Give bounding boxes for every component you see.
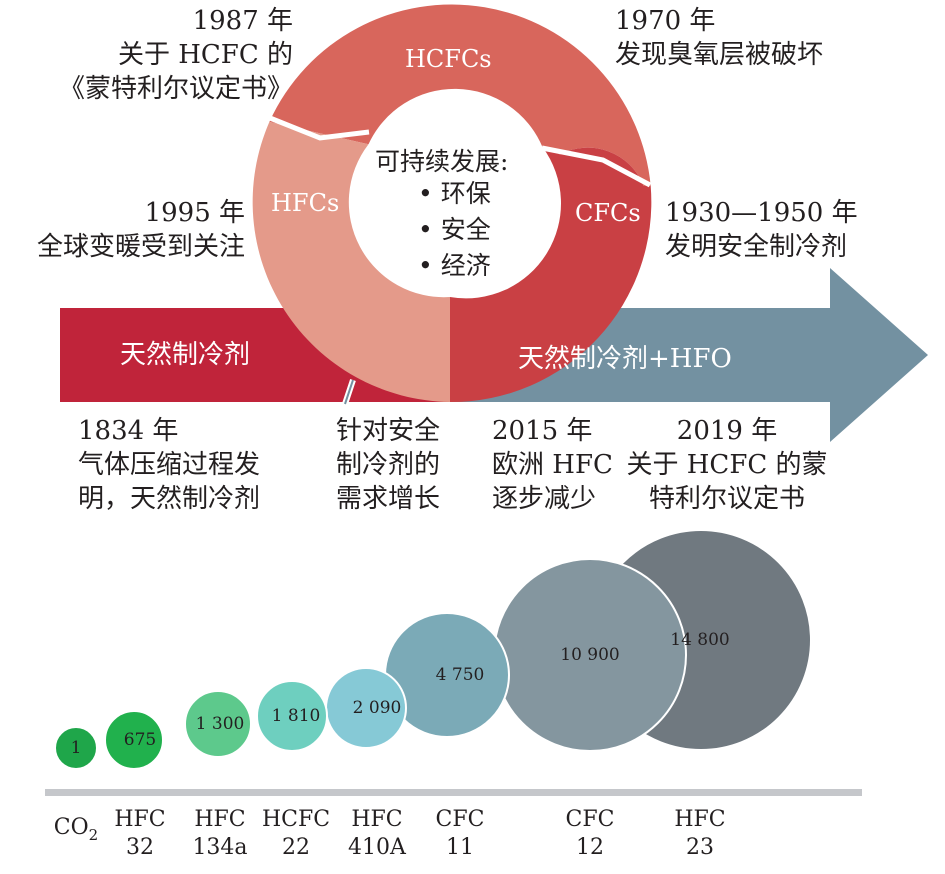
- gwp-bubble-hcfc-22: [256, 680, 328, 752]
- refrigerant-axis-label: HFC 134a: [192, 807, 248, 860]
- cfc-label: CFCs: [575, 199, 641, 227]
- gwp-value-label: 2 090: [352, 698, 402, 718]
- gwp-bubble-hfc-32: [104, 710, 164, 770]
- refrigerant-axis-label: HFC 410A: [348, 807, 406, 860]
- hcfc-label: HCFCs: [405, 45, 492, 73]
- ring-segment-cfc: [450, 146, 652, 403]
- annotation-1995: 1995 年 全球变暖受到关注: [36, 198, 245, 262]
- natural-refrigerant-label: 天然制冷剂: [120, 340, 251, 370]
- ring-center: [355, 107, 545, 297]
- refrigerant-axis-label: HFC 23: [674, 807, 726, 860]
- refrigerant-axis-label: HFC 32: [114, 807, 166, 860]
- gwp-value-label: 675: [123, 730, 157, 750]
- center-item-environment: • 环保: [418, 179, 491, 208]
- center-item-economy: • 经济: [418, 251, 491, 280]
- annotation-2019: 2019 年 关于 HCFC 的蒙 特利尔议定书: [626, 416, 828, 514]
- refrigerant-axis-label: CFC 11: [435, 807, 485, 860]
- gwp-value-label: 1 300: [195, 714, 245, 734]
- ring-divider-cfc: [541, 145, 652, 188]
- refrigerant-ring: [252, 4, 652, 405]
- refrigerant-axis-label: HCFC 22: [261, 807, 331, 860]
- hfc-label: HFCs: [271, 189, 340, 217]
- annotation-1834: 1834 年 气体压缩过程发 明，天然制冷剂: [78, 416, 261, 514]
- gwp-bubble-hfc-134a: [184, 690, 252, 758]
- annotation-1970: 1970 年 发现臭氧层被破坏: [615, 6, 824, 70]
- ring-segment-hcfc: [269, 4, 651, 186]
- center-item-safety: • 安全: [418, 215, 491, 244]
- timeline-pointer-inner: [344, 379, 354, 405]
- annotation-safety-demand: 针对安全 制冷剂的 需求增长: [336, 416, 441, 514]
- ring-divider: [269, 115, 370, 141]
- center-title: 可持续发展:: [375, 147, 509, 176]
- refrigerant-axis-label: CFC 12: [565, 807, 615, 860]
- gwp-value-label: 1: [70, 738, 82, 758]
- refrigerant-axis-label: CO2: [53, 815, 99, 844]
- gwp-bubble-chart: [54, 529, 812, 770]
- gwp-value-label: 14 800: [670, 630, 730, 650]
- chart-baseline: [45, 789, 862, 796]
- ring-segment-hfc: [252, 121, 450, 403]
- gwp-value-label: 10 900: [560, 645, 620, 665]
- gwp-value-label: 1 810: [271, 706, 321, 726]
- hfo-label: 天然制冷剂+HFO: [518, 344, 732, 374]
- annotation-1987: 1987 年 关于 HCFC 的 《蒙特利尔议定书》: [58, 6, 293, 104]
- gwp-bubble-co2: [54, 726, 98, 770]
- annotation-1930-1950: 1930—1950 年 发明安全制冷剂: [665, 198, 858, 262]
- annotation-2015: 2015 年 欧洲 HFC 逐步减少: [492, 416, 613, 514]
- gwp-value-label: 4 750: [435, 665, 485, 685]
